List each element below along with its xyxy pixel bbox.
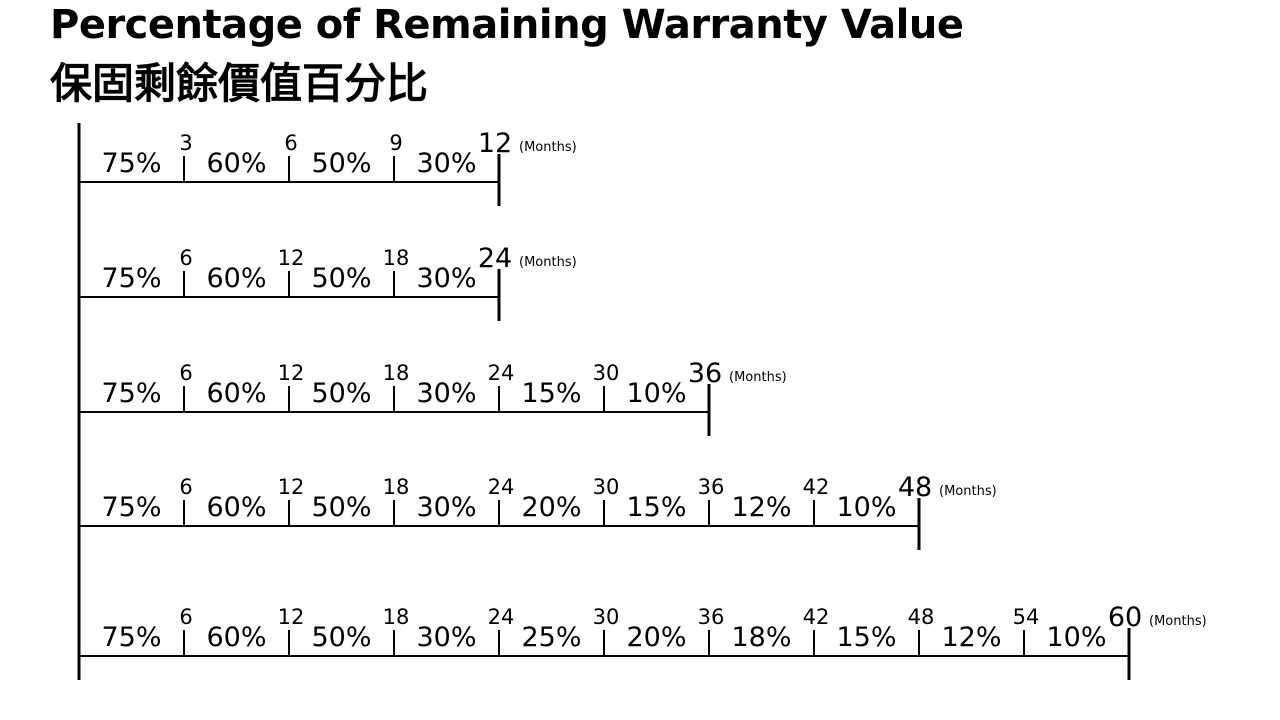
tick-label: 30 bbox=[593, 361, 620, 385]
unit-label: (Months) bbox=[939, 484, 997, 499]
percent-label: 75% bbox=[101, 148, 161, 179]
percent-label: 50% bbox=[311, 378, 371, 409]
percent-label: 50% bbox=[311, 622, 371, 653]
end-month-label: 48 bbox=[898, 472, 932, 503]
percent-label: 60% bbox=[206, 622, 266, 653]
tick-label: 12 bbox=[278, 605, 305, 629]
tick-label: 3 bbox=[179, 131, 192, 155]
tick-label: 9 bbox=[389, 131, 402, 155]
tick-label: 18 bbox=[383, 475, 410, 499]
tick-label: 48 bbox=[908, 605, 935, 629]
percent-label: 25% bbox=[521, 622, 581, 653]
percent-label: 75% bbox=[101, 492, 161, 523]
diagram-subtitle: 保固剩餘價值百分比 bbox=[50, 59, 429, 108]
percent-label: 20% bbox=[626, 622, 686, 653]
tick-label: 6 bbox=[284, 131, 297, 155]
tick-label: 12 bbox=[278, 361, 305, 385]
percent-label: 60% bbox=[206, 148, 266, 179]
percent-label: 30% bbox=[416, 148, 476, 179]
percent-label: 75% bbox=[101, 263, 161, 294]
percent-label: 30% bbox=[416, 622, 476, 653]
tick-label: 24 bbox=[488, 361, 515, 385]
tick-label: 12 bbox=[278, 246, 305, 270]
unit-label: (Months) bbox=[729, 370, 787, 385]
tick-label: 24 bbox=[488, 475, 515, 499]
percent-label: 30% bbox=[416, 492, 476, 523]
percent-label: 10% bbox=[1046, 622, 1106, 653]
percent-label: 18% bbox=[731, 622, 791, 653]
end-month-label: 60 bbox=[1108, 602, 1142, 633]
percent-label: 50% bbox=[311, 263, 371, 294]
tick-label: 54 bbox=[1013, 605, 1040, 629]
percent-label: 50% bbox=[311, 492, 371, 523]
tick-label: 24 bbox=[488, 605, 515, 629]
percent-label: 12% bbox=[941, 622, 1001, 653]
percent-label: 75% bbox=[101, 622, 161, 653]
percent-label: 60% bbox=[206, 378, 266, 409]
percent-label: 20% bbox=[521, 492, 581, 523]
tick-label: 36 bbox=[698, 605, 725, 629]
end-month-label: 12 bbox=[478, 128, 512, 159]
percent-label: 75% bbox=[101, 378, 161, 409]
percent-label: 30% bbox=[416, 378, 476, 409]
tick-label: 6 bbox=[179, 246, 192, 270]
tick-label: 30 bbox=[593, 605, 620, 629]
tick-label: 6 bbox=[179, 361, 192, 385]
tick-label: 18 bbox=[383, 246, 410, 270]
tick-label: 12 bbox=[278, 475, 305, 499]
tick-label: 30 bbox=[593, 475, 620, 499]
percent-label: 30% bbox=[416, 263, 476, 294]
tick-label: 18 bbox=[383, 361, 410, 385]
tick-label: 18 bbox=[383, 605, 410, 629]
tick-label: 36 bbox=[698, 475, 725, 499]
percent-label: 60% bbox=[206, 263, 266, 294]
unit-label: (Months) bbox=[519, 255, 577, 270]
unit-label: (Months) bbox=[1149, 614, 1207, 629]
tick-label: 42 bbox=[803, 605, 830, 629]
diagram-title: Percentage of Remaining Warranty Value bbox=[50, 2, 964, 48]
percent-label: 50% bbox=[311, 148, 371, 179]
percent-label: 15% bbox=[626, 492, 686, 523]
tick-label: 42 bbox=[803, 475, 830, 499]
percent-label: 15% bbox=[836, 622, 896, 653]
tick-label: 6 bbox=[179, 475, 192, 499]
percent-label: 12% bbox=[731, 492, 791, 523]
end-month-label: 24 bbox=[478, 243, 512, 274]
end-month-label: 36 bbox=[688, 358, 722, 389]
percent-label: 10% bbox=[836, 492, 896, 523]
percent-label: 10% bbox=[626, 378, 686, 409]
percent-label: 60% bbox=[206, 492, 266, 523]
tick-label: 6 bbox=[179, 605, 192, 629]
unit-label: (Months) bbox=[519, 140, 577, 155]
percent-label: 15% bbox=[521, 378, 581, 409]
